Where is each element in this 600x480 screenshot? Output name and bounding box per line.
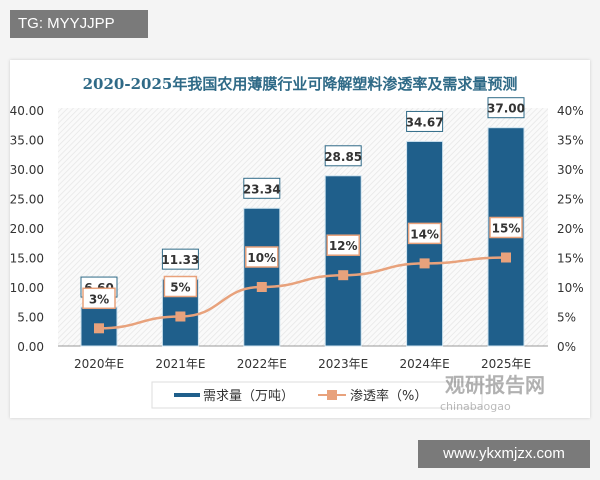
right-tick-label: 40% xyxy=(557,104,584,118)
left-tick-label: 30.00 xyxy=(10,163,44,177)
bar-value-label: 37.00 xyxy=(487,102,525,116)
legend-line-label: 渗透率（%） xyxy=(350,388,427,404)
bar-label-box xyxy=(243,177,281,199)
right-tick-label: 15% xyxy=(557,252,584,266)
right-tick-label: 20% xyxy=(557,222,584,236)
watermark-sub: chinabaogao xyxy=(440,400,511,413)
left-tick-label: 0.00 xyxy=(17,340,44,354)
penetration-line xyxy=(98,256,507,330)
bar-label-box xyxy=(487,97,525,119)
line-value-label: 12% xyxy=(329,239,358,253)
x-tick-label: 2020年E xyxy=(74,357,124,371)
bar-value-label: 34.67 xyxy=(406,115,444,129)
line-value-label: 10% xyxy=(247,251,276,265)
line-marker xyxy=(175,311,186,322)
line-label-box xyxy=(326,234,360,256)
left-tick-label: 40.00 xyxy=(10,104,44,118)
right-tick-label: 35% xyxy=(557,134,584,148)
x-tick-label: 2023年E xyxy=(318,357,368,371)
line-label-box xyxy=(82,287,116,310)
right-tick-label: 30% xyxy=(557,163,584,177)
right-tick-label: 25% xyxy=(557,193,584,207)
line-label-box xyxy=(407,222,442,245)
right-tick-label: 0% xyxy=(557,340,576,354)
bar xyxy=(324,175,362,347)
line-value-label: 5% xyxy=(170,281,190,295)
right-tick-label: 10% xyxy=(557,281,584,295)
line-value-label: 15% xyxy=(492,222,521,236)
bar-label-box xyxy=(406,110,444,132)
line-label-box xyxy=(245,246,279,268)
legend-line-marker xyxy=(327,390,337,400)
line-marker xyxy=(501,252,511,263)
top-left-tag: TG: MYYJJPP xyxy=(10,10,148,38)
right-tick-label: 5% xyxy=(557,311,576,325)
line-marker xyxy=(256,282,267,292)
x-tick-label: 2022年E xyxy=(237,357,287,371)
bar-value-label: 23.34 xyxy=(243,182,281,196)
left-tick-label: 25.00 xyxy=(10,193,44,207)
line-label-box xyxy=(489,216,523,239)
left-tick-label: 20.00 xyxy=(10,222,44,236)
x-tick-label: 2021年E xyxy=(155,357,205,371)
bar-value-label: 11.33 xyxy=(161,253,199,267)
watermark-brand: 观研报告网 xyxy=(445,373,545,397)
bar-label-box xyxy=(324,145,362,167)
line-marker xyxy=(94,323,104,334)
line-value-label: 3% xyxy=(89,292,109,306)
plot-area xyxy=(58,108,548,346)
line-value-label: 14% xyxy=(410,227,439,241)
x-tick-label: 2025年E xyxy=(481,357,531,371)
bar-label-box xyxy=(161,248,199,270)
line-label-box xyxy=(163,275,198,298)
left-tick-label: 10.00 xyxy=(10,281,44,295)
chart-title: 2020-2025年我国农用薄膜行业可降解塑料渗透率及需求量预测 xyxy=(83,75,518,93)
bar xyxy=(243,207,281,347)
x-tick-label: 2024年E xyxy=(400,357,450,371)
line-marker xyxy=(419,258,430,269)
bottom-right-site: www.ykxmjzx.com xyxy=(418,440,590,468)
bar-value-label: 28.85 xyxy=(324,150,362,164)
left-tick-label: 35.00 xyxy=(10,134,44,148)
line-marker xyxy=(338,270,349,281)
legend-bar-label: 需求量（万吨） xyxy=(203,389,294,404)
watermark: 观研报告网 chinabaogao xyxy=(440,373,545,413)
legend: 需求量（万吨） 渗透率（%） xyxy=(151,381,483,409)
left-tick-label: 15.00 xyxy=(10,252,44,266)
left-tick-label: 5.00 xyxy=(17,311,44,325)
